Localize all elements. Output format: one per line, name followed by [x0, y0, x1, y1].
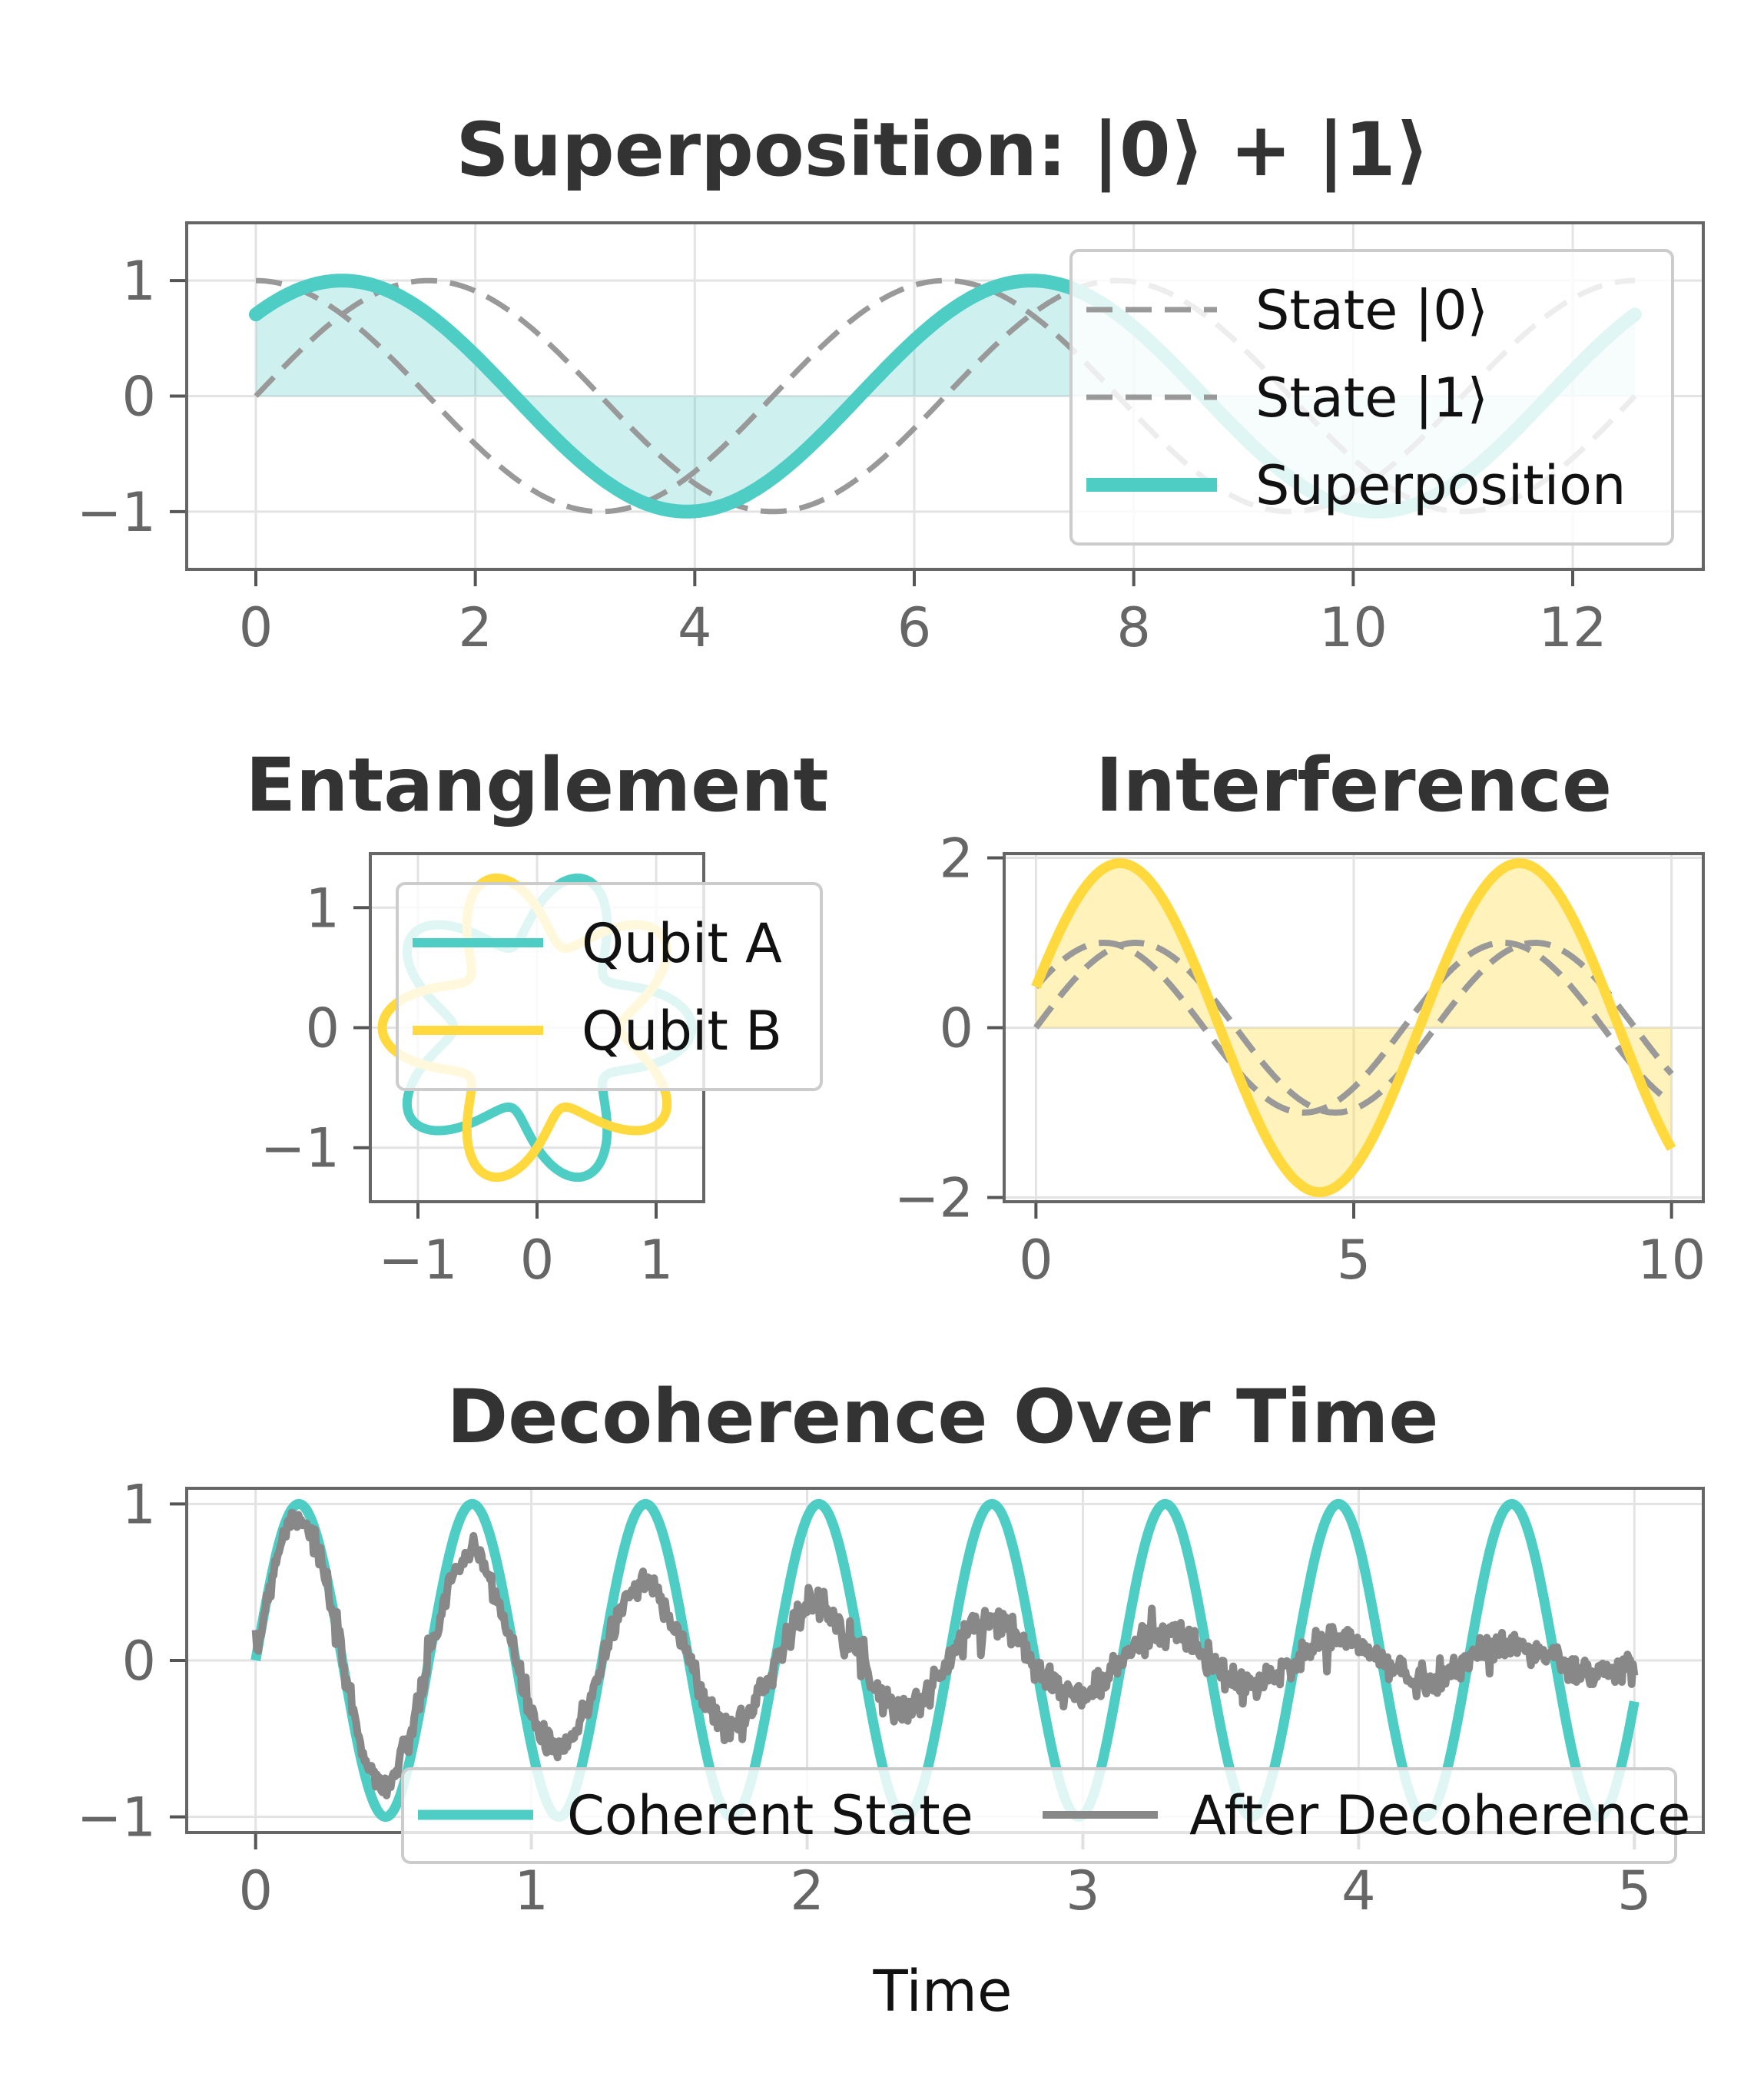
- decoherence-legend: Coherent State After Decoherence: [401, 1767, 1690, 1864]
- superposition-title: Superposition: |0⟩ + |1⟩: [456, 107, 1429, 194]
- entanglement-xtick-label: −1: [378, 1229, 457, 1292]
- series-wave-2-line: [1033, 940, 1673, 1116]
- series-wave-1-line: [1033, 940, 1674, 1116]
- series-interference-line: [1031, 857, 1676, 1198]
- superposition-ytick-label: 1: [121, 250, 156, 313]
- entanglement-legend: Qubit A Qubit B: [396, 882, 823, 1091]
- decoherence-ytick-label: −1: [77, 1786, 156, 1849]
- interference-xtick-label: 10: [1637, 1229, 1706, 1292]
- legend-label: State |1⟩: [1255, 367, 1488, 430]
- superposition-ytick-label: 0: [121, 366, 156, 429]
- legend-label: Coherent State: [567, 1784, 973, 1847]
- decoherence-xtick-label: 4: [1341, 1859, 1376, 1922]
- legend-label: Qubit A: [582, 912, 782, 975]
- decoherence-xtick-label: 5: [1617, 1859, 1652, 1922]
- decoherence-axes: Decoherence Over Time 0 1 2 3 4 5 1 0 −1 Time Coher…: [77, 1374, 1705, 2025]
- superposition-axes: Superposition: |0⟩ + |1⟩0 2 4 6 8 10 1210−1Sta…: [77, 107, 1705, 659]
- legend-frame: [396, 882, 823, 1091]
- superposition-xtick-label: 12: [1538, 596, 1606, 659]
- entanglement-xtick-label: 0: [520, 1229, 555, 1292]
- superposition-xtick-label: 4: [678, 596, 712, 659]
- legend-frame: [401, 1767, 1677, 1864]
- legend-frame: [1069, 249, 1674, 546]
- interference-xtick-label: 0: [1019, 1229, 1053, 1292]
- superposition-legend: State |0⟩ State |1⟩ Superposition: [1069, 249, 1674, 546]
- axes-spine: [1003, 852, 1705, 1203]
- axes-spine: [185, 221, 1705, 571]
- interference-axes: Interference 0 5 10 2 0 −2: [894, 742, 1706, 1292]
- superposition-xtick-label: 0: [239, 596, 274, 659]
- superposition-xtick-label: 6: [897, 596, 932, 659]
- series-after-decoherence-line: [251, 1508, 1639, 1799]
- entanglement-ytick-label: 1: [305, 877, 340, 940]
- legend-label: Qubit B: [582, 1000, 782, 1063]
- superposition-xtick-label: 8: [1116, 596, 1151, 659]
- decoherence-ytick-label: 0: [121, 1630, 156, 1693]
- entanglement-axes: Entanglement −1 0 1 1 0 −1 Qubit A Qubit B: [245, 742, 828, 1292]
- legend-label: State |0⟩: [1255, 279, 1488, 342]
- interference-ytick-label: 2: [939, 828, 973, 891]
- series-state-0-line: [256, 277, 1635, 515]
- decoherence-xtick-label: 2: [790, 1859, 824, 1922]
- superposition-xtick-label: 10: [1319, 596, 1388, 659]
- decoherence-xtick-label: 3: [1066, 1859, 1100, 1922]
- decoherence-xlabel: Time: [872, 1959, 1012, 2025]
- superposition-xtick-label: 2: [458, 596, 492, 659]
- decoherence-xtick-label: 1: [514, 1859, 549, 1922]
- decoherence-title: Decoherence Over Time: [447, 1374, 1439, 1460]
- interference-title: Interference: [1096, 742, 1612, 828]
- legend-label: After Decoherence: [1189, 1784, 1690, 1847]
- interference-ytick-label: −2: [894, 1166, 973, 1229]
- superposition-ytick-label: −1: [77, 481, 156, 544]
- entanglement-ytick-label: −1: [260, 1117, 340, 1180]
- interference-ytick-label: 0: [939, 997, 973, 1060]
- entanglement-xtick-label: 1: [639, 1229, 674, 1292]
- decoherence-xtick-label: 0: [238, 1859, 273, 1922]
- legend-label: Superposition: [1255, 454, 1626, 517]
- entanglement-title: Entanglement: [245, 742, 828, 828]
- decoherence-ytick-label: 1: [121, 1473, 156, 1536]
- interference-xtick-label: 5: [1337, 1229, 1371, 1292]
- entanglement-ytick-label: 0: [305, 997, 340, 1060]
